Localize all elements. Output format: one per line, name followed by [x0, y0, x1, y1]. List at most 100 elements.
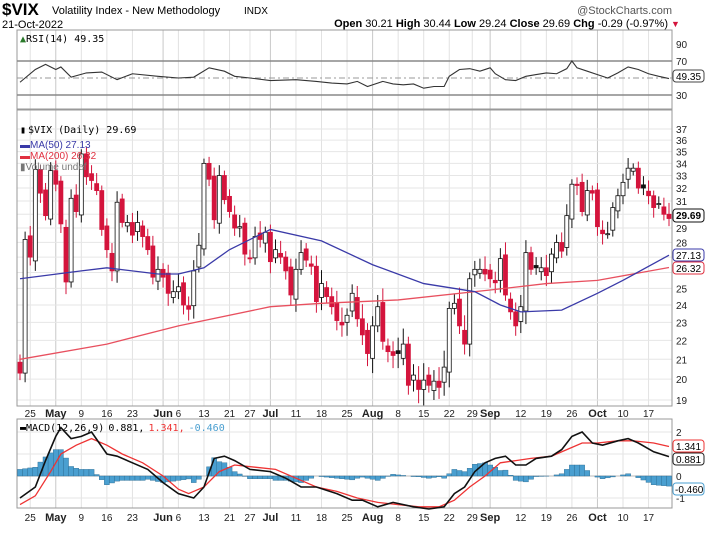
price-axis-label: 23	[676, 318, 688, 329]
signal-legend-value: 1.341	[148, 423, 178, 434]
macd-histogram-bar	[139, 475, 146, 481]
date-tick-label: Jun	[153, 408, 173, 420]
candle	[73, 194, 79, 212]
watermark: @StockCharts.com	[577, 5, 672, 17]
macd-histogram-bar	[109, 475, 115, 484]
candle	[451, 302, 457, 309]
macd-histogram-bar	[119, 475, 125, 481]
price-axis-label: 25	[676, 284, 688, 295]
candle	[211, 175, 217, 221]
macd-legend-value: 0.881	[108, 423, 138, 434]
macd-axis-label: 0	[676, 472, 682, 483]
candle	[160, 268, 166, 278]
candle	[405, 343, 411, 386]
candle	[635, 167, 641, 189]
macd-histogram-bar	[145, 475, 151, 480]
candle	[109, 252, 115, 272]
price-legend-text: $VIX (Daily) 29.69	[28, 125, 136, 136]
price-axis-label: 29	[676, 224, 688, 235]
date-tick-label: 6	[176, 409, 182, 420]
macd-histogram-bar	[625, 473, 631, 477]
volume-icon: ▮	[20, 162, 26, 173]
macd-histogram-bar	[190, 475, 197, 483]
close-value: 29.69	[543, 18, 571, 30]
candle	[89, 173, 94, 181]
date-axis: 2525MayMay9916162323JunJun66131321212727…	[25, 408, 655, 524]
candle	[380, 302, 386, 342]
candle	[155, 268, 161, 282]
ma200-line	[19, 266, 670, 360]
rsi-line	[19, 60, 670, 89]
date-tick-label: Aug	[362, 512, 383, 524]
macd-histogram-bar	[262, 475, 269, 479]
ma200-tag: 26.32	[672, 261, 705, 275]
candle	[145, 236, 151, 251]
candle	[615, 195, 621, 212]
macd-histogram-bar	[349, 475, 355, 481]
candle	[293, 268, 299, 300]
date-tick-label: May	[45, 408, 67, 420]
date-tick-label: 26	[566, 409, 578, 420]
candle	[84, 153, 89, 178]
macd-histogram-bar	[380, 475, 386, 479]
signal-tag-text: 1.341	[676, 442, 701, 453]
date-tick-label: 15	[418, 513, 430, 524]
ma200-legend-text: MA(200) 26.32	[30, 151, 97, 162]
candle	[247, 257, 253, 260]
rsi-legend: ▲RSI(14) 49.35	[20, 34, 104, 45]
ma50-legend-text: MA(50) 27.13	[30, 140, 91, 151]
ma50-tag: 27.13	[672, 248, 705, 262]
macd-legend: ▬MACD(12,26,9) 0.881, 1.341, -0.460	[20, 423, 225, 434]
candle	[176, 286, 181, 293]
candle	[283, 256, 289, 272]
candle	[554, 242, 559, 259]
candle	[610, 207, 616, 231]
date-tick-label: 27	[244, 409, 256, 420]
macd-histogram-bar	[32, 467, 39, 477]
date-tick-label: 13	[198, 409, 210, 420]
macd-histogram-bar	[456, 470, 463, 477]
macd-histogram-bar	[523, 475, 529, 483]
candle	[503, 254, 508, 296]
candle	[104, 225, 110, 251]
candle	[334, 302, 340, 321]
candle	[579, 181, 585, 212]
price-axis-label: 22	[676, 336, 688, 347]
date-tick-label: 16	[101, 409, 113, 420]
macd-histogram-bar	[635, 475, 642, 478]
candle	[630, 167, 636, 172]
macd-axis-label: -1	[676, 494, 685, 505]
macd-histogram-bar	[323, 475, 330, 478]
candle	[549, 253, 554, 273]
candle	[641, 184, 646, 189]
macd-histogram-bar	[267, 475, 274, 479]
price-axis-label: 33	[676, 172, 688, 183]
date-tick-label: 10	[617, 513, 629, 524]
macd-histogram-bar	[579, 464, 585, 477]
macd-histogram-bar	[328, 475, 335, 478]
rsi-axis-label: 70	[676, 57, 688, 68]
macd-histogram-bar	[533, 475, 539, 477]
date-tick-label: 6	[176, 513, 182, 524]
candle	[390, 351, 396, 356]
candle	[99, 190, 105, 230]
price-plot	[17, 147, 672, 406]
ma200-tag-text: 26.32	[676, 264, 701, 275]
candle	[273, 249, 278, 259]
macd-histogram-bar	[236, 473, 243, 477]
candle	[130, 222, 135, 236]
candle	[482, 268, 488, 275]
macd-histogram-bar	[247, 475, 253, 479]
candle	[487, 269, 493, 280]
macd-histogram-bar	[369, 475, 376, 480]
candle	[595, 189, 600, 228]
macd-histogram-bar	[104, 475, 110, 486]
date-tick-label: Sep	[480, 408, 500, 420]
exchange: INDX	[244, 6, 268, 17]
macd-histogram-bar	[502, 469, 509, 477]
macd-histogram-bar	[436, 475, 442, 477]
candle	[308, 263, 314, 267]
open-value: 30.21	[365, 18, 393, 30]
macd-histogram-bar	[415, 475, 422, 477]
date-tick-label: 16	[101, 513, 113, 524]
